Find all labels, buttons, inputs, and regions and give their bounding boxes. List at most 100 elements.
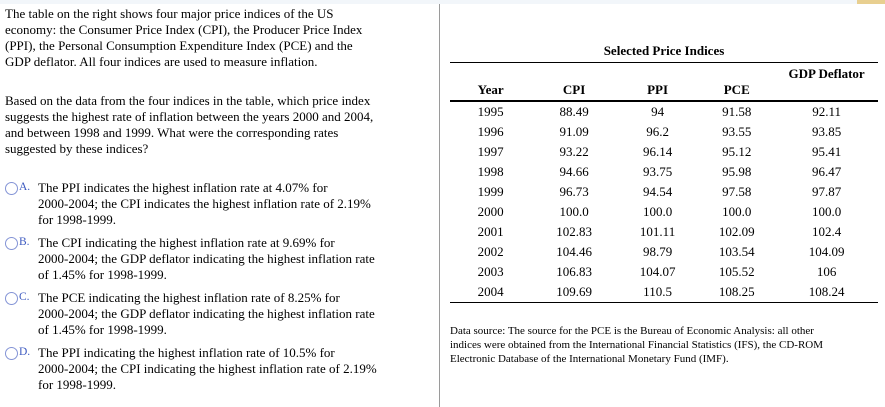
option-text-line: The PCE indicating the highest inflation… xyxy=(38,290,340,305)
table-cell: 102.4 xyxy=(812,224,842,239)
table-cell: 93.85 xyxy=(812,124,842,139)
data-source-note: Data source: The source for the PCE is t… xyxy=(450,324,850,366)
option-c-letter[interactable]: C. xyxy=(19,291,30,303)
question-line: suggests the highest rate of inflation b… xyxy=(5,109,374,124)
table-cell: 95.41 xyxy=(812,144,842,159)
table-row: 1995 88.49 94 91.58 92.11 xyxy=(450,101,878,122)
table-row: 2000 100.0 100.0 100.0 100.0 xyxy=(450,202,878,222)
option-c: C. The PCE indicating the highest inflati… xyxy=(5,290,435,338)
option-a-text: The PPI indicates the highest inflation … xyxy=(38,180,371,228)
table-row: 1997 93.22 96.14 95.12 95.41 xyxy=(450,142,878,162)
table-row: 2003 106.83 104.07 105.52 106 xyxy=(450,262,878,282)
table-cell: 98.79 xyxy=(642,244,673,259)
table-cell: 97.58 xyxy=(722,184,752,199)
source-note-line: Electronic Database of the International… xyxy=(450,353,729,365)
option-a: A. The PPI indicates the highest inflatio… xyxy=(5,180,435,228)
option-text-line: 2000-2004; the CPI indicates the highest… xyxy=(38,196,371,211)
table-cell: 2003 xyxy=(477,264,504,279)
table-cell: 92.11 xyxy=(812,104,842,119)
table-row: 2004 109.69 110.5 108.25 108.24 xyxy=(450,282,878,303)
table-header-row-gdp: GDP Deflator xyxy=(450,63,878,83)
table-cell: 2001 xyxy=(477,224,504,239)
table-cell: 2004 xyxy=(450,282,532,303)
option-text-line: The CPI indicating the highest inflation… xyxy=(38,235,335,250)
table-cell: 91.09 xyxy=(559,124,589,139)
top-accent-bar xyxy=(857,0,885,4)
table-cell: 2002 xyxy=(477,244,504,259)
option-a-letter[interactable]: A. xyxy=(19,181,31,193)
table-cell: 100.0 xyxy=(642,204,673,219)
table-cell: 106 xyxy=(816,264,837,279)
option-text-line: The PPI indicating the highest inflation… xyxy=(38,345,335,360)
table-cell: 95.98 xyxy=(722,164,752,179)
option-a-radio-button[interactable] xyxy=(5,182,18,195)
table-cell: 109.69 xyxy=(531,282,617,303)
question-line: The table on the right shows four major … xyxy=(5,6,334,21)
table-cell: 95.12 xyxy=(722,144,752,159)
question-paragraph: The table on the right shows four major … xyxy=(5,6,435,70)
table-cell: 105.52 xyxy=(718,264,755,279)
question-line: GDP deflator. All four indices are used … xyxy=(5,54,318,69)
option-b-radio-button[interactable] xyxy=(5,237,18,250)
answer-options: A. The PPI indicates the highest inflatio… xyxy=(5,180,435,393)
option-b: B. The CPI indicating the highest inflati… xyxy=(5,235,435,283)
table-cell: 100.0 xyxy=(559,204,589,219)
table-cell: 91.58 xyxy=(722,104,752,119)
table-cell: 88.49 xyxy=(559,104,589,119)
question-text: The table on the right shows four major … xyxy=(5,6,435,157)
table-cell: 106.83 xyxy=(556,264,592,279)
column-header-year: Year xyxy=(450,82,532,102)
table-cell: 93.75 xyxy=(642,164,673,179)
question-line: economy: the Consumer Price Index (CPI),… xyxy=(5,22,363,37)
table-row: 1996 91.09 96.2 93.55 93.85 xyxy=(450,122,878,142)
column-header-ppi: PPI xyxy=(616,82,699,102)
option-text-line: 2000-2004; the GDP deflator indicating t… xyxy=(38,251,375,266)
table-cell: 1997 xyxy=(477,144,504,159)
option-text-line: The PPI indicates the highest inflation … xyxy=(38,180,328,195)
table-cell: 1996 xyxy=(477,124,504,139)
option-d-radio-cell: D. xyxy=(5,345,38,393)
table-title: Selected Price Indices xyxy=(603,43,725,58)
table-cell: 104.46 xyxy=(556,244,592,259)
question-line: and between 1998 and 1999. What were the… xyxy=(5,125,339,140)
table-cell: 93.22 xyxy=(559,144,589,159)
option-b-letter[interactable]: B. xyxy=(19,236,30,248)
vertical-divider xyxy=(439,4,440,407)
column-header-gdp-deflator: GDP Deflator xyxy=(788,65,865,81)
table-cell: 93.55 xyxy=(722,124,752,139)
option-a-radio-cell: A. xyxy=(5,180,38,228)
table-cell: 94 xyxy=(651,104,665,119)
table-cell: 96.47 xyxy=(812,164,842,179)
table-cell: 110.5 xyxy=(616,282,699,303)
table-cell: 94.66 xyxy=(559,164,589,179)
option-d-radio-button[interactable] xyxy=(5,347,18,360)
option-text-line: 2000-2004; the GDP deflator indicating t… xyxy=(38,306,375,321)
table-row: 2001 102.83 101.11 102.09 102.4 xyxy=(450,222,878,242)
option-d-text: The PPI indicating the highest inflation… xyxy=(38,345,377,393)
table-row: 1998 94.66 93.75 95.98 96.47 xyxy=(450,162,878,182)
table-cell: 97.87 xyxy=(812,184,842,199)
table-cell: 96.2 xyxy=(646,124,669,139)
option-c-radio-button[interactable] xyxy=(5,292,18,305)
table-cell: 100.0 xyxy=(722,204,752,219)
table-cell: 102.09 xyxy=(718,224,755,239)
option-d-letter[interactable]: D. xyxy=(19,346,31,358)
source-note-line: Data source: The source for the PCE is t… xyxy=(450,325,814,337)
table-cell: 102.83 xyxy=(556,224,592,239)
table-pane: Selected Price Indices GDP Deflator Year… xyxy=(440,4,885,366)
question-line: Based on the data from the four indices … xyxy=(5,93,371,108)
column-header-cpi: CPI xyxy=(531,82,617,102)
option-b-text: The CPI indicating the highest inflation… xyxy=(38,235,375,283)
option-text-line: 2000-2004; the CPI indicating the highes… xyxy=(38,361,377,376)
question-paragraph: Based on the data from the four indices … xyxy=(5,93,435,157)
table-header-row: Year CPI PPI PCE xyxy=(450,82,878,102)
table-cell: 100.0 xyxy=(812,204,842,219)
table-cell: 1995 xyxy=(477,104,504,119)
table-row: 2002 104.46 98.79 103.54 104.09 xyxy=(450,242,878,262)
column-header-pce: PCE xyxy=(698,82,776,102)
option-c-radio-cell: C. xyxy=(5,290,38,338)
question-line: (PPI), the Personal Consumption Expendit… xyxy=(5,38,353,53)
table-cell: 104.09 xyxy=(808,244,845,259)
option-text-line: for 1998-1999. xyxy=(38,212,116,227)
table-cell: 104.07 xyxy=(639,264,676,279)
